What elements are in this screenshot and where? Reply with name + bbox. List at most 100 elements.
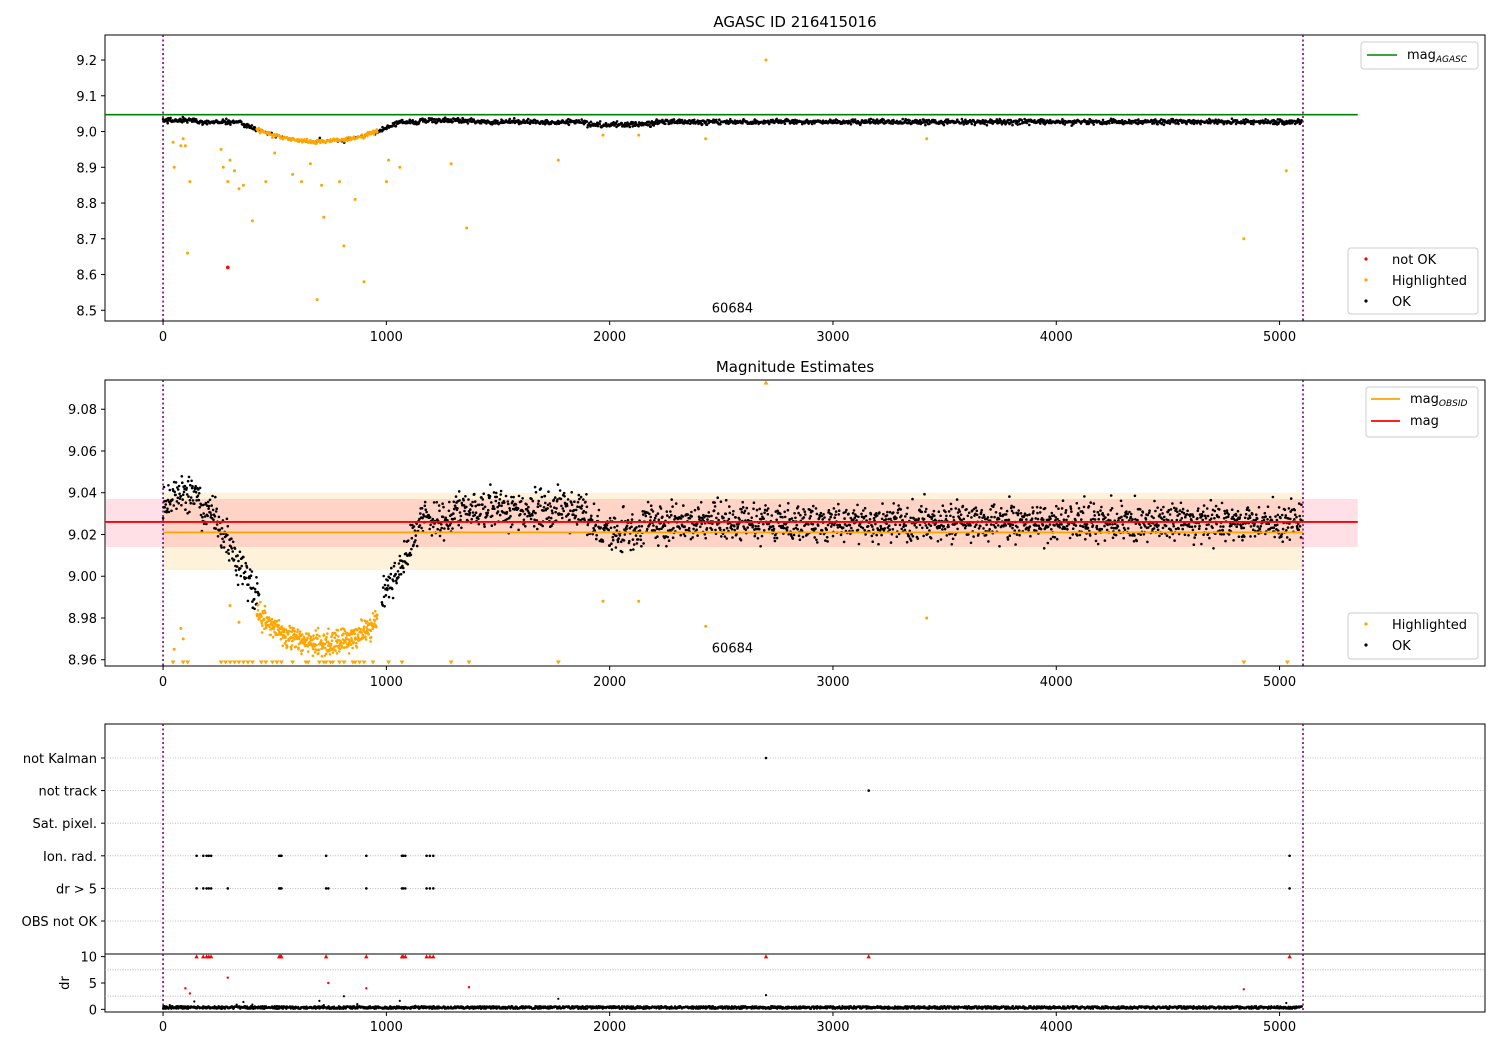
ok-point [391,588,394,591]
ok-point [215,510,218,513]
highlighted-point [322,216,325,219]
ok-point [1012,512,1015,515]
flag-label: not Kalman [23,752,97,767]
highlighted-point [369,640,372,643]
ok-point [415,534,418,537]
ok-point [403,571,406,574]
highlighted-point [307,650,310,653]
ok-point [905,513,908,516]
flag-point [867,789,870,792]
ok-point [910,539,913,542]
ok-point [1289,518,1292,521]
ok-point [550,517,553,520]
ok-point [1280,536,1283,539]
highlighted-point [334,649,337,652]
x-tick-label: 1000 [370,1020,403,1035]
ok-point [385,128,388,131]
highlighted-point [295,634,298,637]
ok-point [1276,519,1279,522]
ok-point [1300,119,1303,122]
ok-point [722,517,725,520]
clipped-below-marker [236,661,241,665]
ok-point [1221,502,1224,505]
x-tick-label: 0 [159,330,167,345]
ok-point [1188,523,1191,526]
ok-point [978,516,981,519]
ok-point [436,528,439,531]
highlighted-point [355,642,358,645]
ok-point [1243,527,1246,530]
ok-point [1223,123,1226,126]
ok-point [849,524,852,527]
highlighted-point [348,652,351,655]
ok-point [797,505,800,508]
ok-point [733,529,736,532]
ok-point [1039,511,1042,514]
ok-point [395,582,398,585]
ok-point [713,509,716,512]
ok-point [542,509,545,512]
ok-point [886,511,889,514]
flag-label: Sat. pixel. [33,817,97,832]
highlighted-point [306,637,309,640]
ok-point [1097,543,1100,546]
ok-point [508,118,511,121]
ok-point [1130,122,1133,125]
ok-point [1097,518,1100,521]
ok-point [1278,506,1281,509]
ok-point [574,515,577,518]
highlighted-point [316,298,319,301]
ok-point [235,574,238,577]
highlighted-point [264,180,267,183]
ok-point [816,513,819,516]
ok-point [1162,527,1165,530]
ok-point [1133,540,1136,543]
ok-point [551,512,554,515]
ok-point [654,517,657,520]
ok-point [1042,524,1045,527]
ok-point [1060,513,1063,516]
ok-point [1298,529,1301,532]
ok-point [580,496,583,499]
ok-point [786,529,789,532]
y-tick-label: 8.7 [76,233,97,248]
ok-point [445,517,448,520]
ok-point [972,535,975,538]
ok-point [672,536,675,539]
ok-point [475,511,478,514]
ok-point [463,504,466,507]
ok-point [899,524,902,527]
ok-point [856,504,859,507]
flag-point [1288,855,1291,858]
ok-point [1160,509,1163,512]
ok-point [980,511,983,514]
ok-point [1055,505,1058,508]
ok-point [638,525,641,528]
ok-point [1273,536,1276,539]
ok-point [1245,513,1248,516]
ok-point [741,511,744,514]
ok-point [1070,508,1073,511]
ok-point [240,121,243,124]
highlighted-point [186,252,189,255]
ok-point [1005,524,1008,527]
highlighted-point [363,280,366,283]
ok-point [442,506,445,509]
ok-point [1211,514,1214,517]
clipped-above-marker [763,381,768,385]
ok-point [880,534,883,537]
ok-point [1181,517,1184,520]
ok-point [394,573,397,576]
ok-point [792,537,795,540]
flag-point [404,887,407,890]
x-tick-label: 5000 [1263,675,1296,690]
ok-point [477,518,480,521]
ok-point [1287,526,1290,529]
x-tick-label: 5000 [1263,1020,1296,1035]
ok-point [1197,507,1200,510]
ok-point [919,524,922,527]
ok-point [1099,509,1102,512]
highlighted-point [317,627,320,630]
ok-point [1131,518,1134,521]
highlighted-point [179,627,182,630]
